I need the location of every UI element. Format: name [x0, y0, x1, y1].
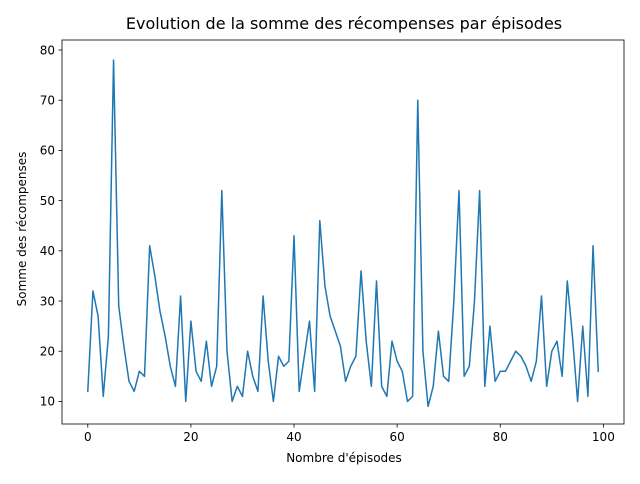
y-tick-label: 30 — [40, 294, 55, 308]
y-tick-label: 20 — [40, 345, 55, 359]
y-tick-label: 50 — [40, 194, 55, 208]
x-axis-label: Nombre d'épisodes — [286, 451, 402, 465]
series-line — [86, 59, 600, 408]
x-tick-label: 20 — [183, 430, 198, 444]
y-tick-label: 70 — [40, 94, 55, 108]
chart-title: Evolution de la somme des récompenses pa… — [126, 14, 562, 33]
y-axis-label: Somme des récompenses — [15, 152, 29, 307]
y-tick-label: 80 — [40, 43, 55, 57]
x-tick-label: 40 — [286, 430, 301, 444]
y-tick-label: 40 — [40, 244, 55, 258]
plot-area: 0 20 40 60 80 100 10 20 30 40 50 60 70 80 — [40, 39, 625, 444]
x-tick-label: 0 — [84, 430, 92, 444]
x-tick-label: 100 — [592, 430, 615, 444]
x-tick-label: 80 — [493, 430, 508, 444]
y-tick-label: 10 — [40, 395, 55, 409]
x-tick-label: 60 — [389, 430, 404, 444]
axes-frame — [61, 39, 625, 425]
y-tick-label: 60 — [40, 144, 55, 158]
